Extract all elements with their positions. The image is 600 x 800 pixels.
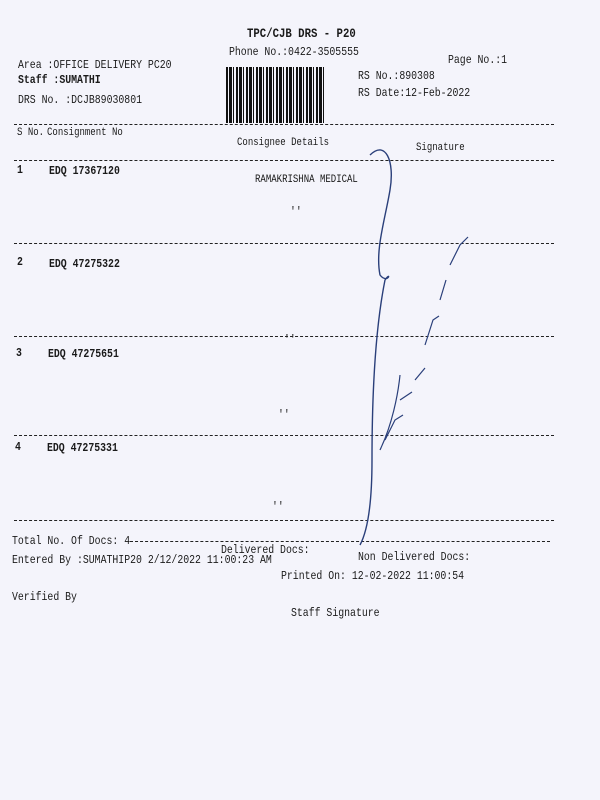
- delivered-docs: Delivered Docs:: [221, 543, 310, 557]
- consignment-number: EDQ 47275651: [48, 347, 119, 361]
- divider: [14, 336, 554, 337]
- row-sno: 1: [17, 163, 23, 177]
- row-sno: 3: [16, 346, 22, 360]
- divider: [14, 124, 554, 125]
- document-title: TPC/CJB DRS - P20: [247, 26, 356, 41]
- phone-number: Phone No.:0422-3505555: [229, 45, 359, 59]
- ditto-mark: '': [284, 333, 296, 347]
- consignee-name: RAMAKRISHNA MEDICAL: [255, 174, 358, 186]
- divider: [14, 520, 554, 521]
- consignment-number: EDQ 47275331: [47, 441, 118, 455]
- staff-signature-label: Staff Signature: [291, 606, 380, 620]
- area: Area :OFFICE DELIVERY PC20: [18, 58, 172, 72]
- row-sno: 4: [15, 440, 21, 454]
- ditto-mark: '': [272, 500, 284, 514]
- column-header-consignment: Consignment No: [47, 127, 123, 139]
- divider: [14, 160, 554, 161]
- rs-date: RS Date:12-Feb-2022: [358, 86, 471, 100]
- consignment-number: EDQ 47275322: [49, 257, 120, 271]
- ditto-mark: '': [290, 205, 302, 219]
- divider: [130, 541, 550, 542]
- column-header-sno: S No.: [17, 127, 45, 139]
- ditto-mark: '': [278, 408, 290, 422]
- page-number: Page No.:1: [448, 53, 508, 67]
- verified-by: Verified By: [12, 590, 77, 604]
- divider: [14, 435, 554, 436]
- row-sno: 2: [17, 255, 23, 269]
- consignment-number: EDQ 17367120: [49, 164, 120, 178]
- printed-on: Printed On: 12-02-2022 11:00:54: [281, 569, 465, 583]
- divider: [14, 243, 554, 244]
- column-header-consignee: Consignee Details: [237, 137, 330, 149]
- non-delivered-docs: Non Delivered Docs:: [358, 550, 471, 564]
- column-header-signature: Signature: [416, 142, 465, 154]
- drs-number: DRS No. :DCJB89030801: [18, 93, 143, 107]
- staff: Staff :SUMATHI: [18, 73, 101, 87]
- rs-number: RS No.:890308: [358, 69, 435, 83]
- entered-by: Entered By :SUMATHIP20 2/12/2022 11:00:2…: [12, 553, 272, 567]
- total-docs: Total No. Of Docs: 4: [12, 534, 131, 548]
- barcode: [226, 67, 326, 123]
